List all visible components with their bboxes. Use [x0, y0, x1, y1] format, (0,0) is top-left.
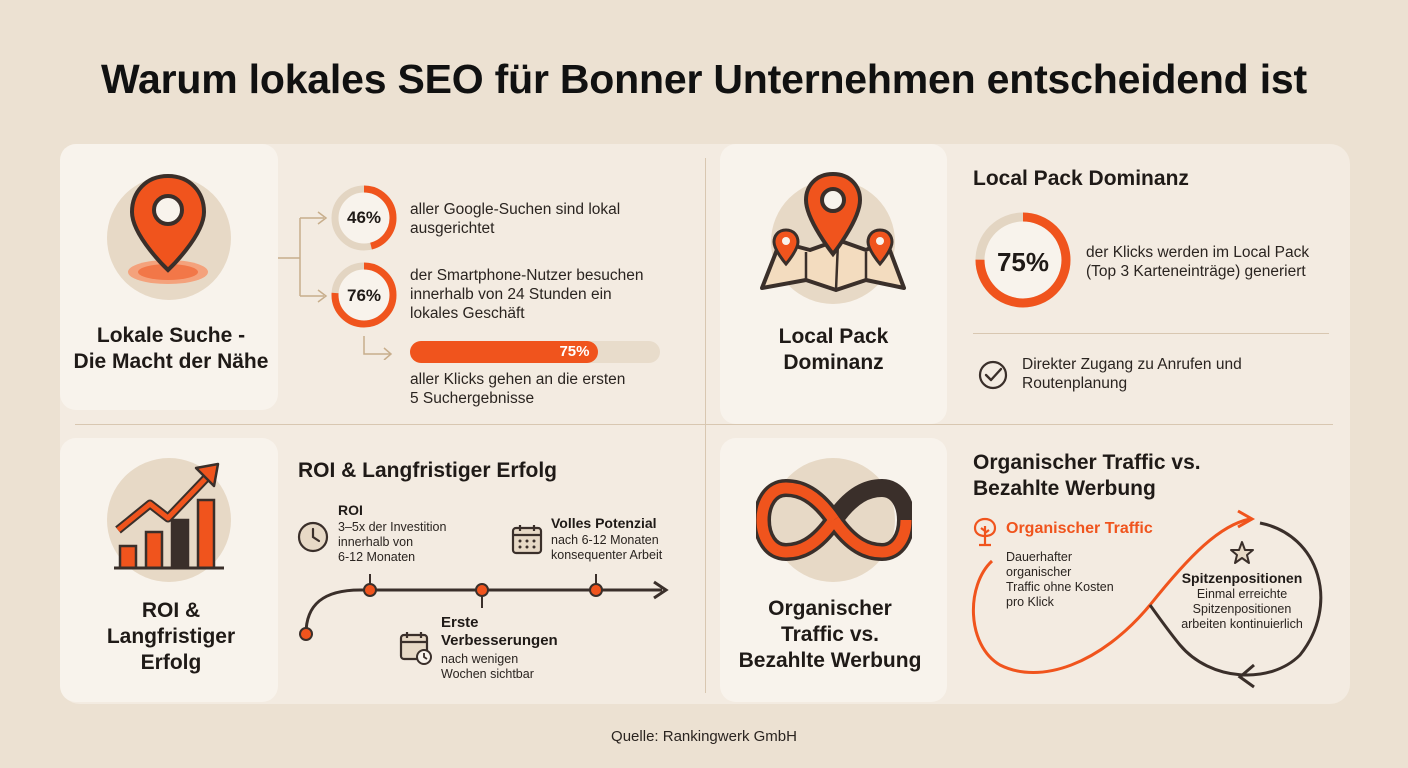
tree-icon [973, 517, 997, 547]
stat-text-76: der Smartphone-Nutzer besuchen innerhalb… [410, 267, 644, 322]
spitzen-text: Einmal erreichte Spitzenpositionen arbei… [1181, 587, 1303, 631]
ring-76 [331, 262, 397, 328]
local-pack-check-text: Direkter Zugang zu Anrufen und Routenpla… [1022, 356, 1242, 392]
map-pins-icon [760, 171, 906, 292]
source-note: Quelle: Rankingwerk GmbH [611, 728, 797, 745]
card-label-lokale-suche: Lokale Suche - Die Macht der Nähe [73, 324, 269, 373]
roi-title: ROI [338, 502, 363, 518]
stat-value-46: 46% [346, 208, 382, 227]
card-label-local-pack: Local Pack Dominanz [778, 325, 889, 374]
card-label-organisch: Organischer Traffic vs. Bezahlte Werbung [738, 597, 922, 672]
local-pack-divider [973, 333, 1329, 334]
connector-lines [278, 211, 328, 303]
roi-text: 3–5x der Investition innerhalb von 6-12 … [338, 520, 447, 564]
progress-bar-value: 75% [559, 343, 590, 360]
ring-local-pack [975, 212, 1071, 308]
local-pack-heading: Local Pack Dominanz [973, 167, 1189, 190]
ring-46 [331, 185, 397, 251]
erste-title: Erste Verbesserungen [441, 614, 558, 649]
roi-timeline [299, 574, 669, 641]
bar-text: aller Klicks gehen an die ersten 5 Suche… [410, 371, 626, 407]
connector-bar [363, 336, 393, 360]
progress-bar-fill: 75% [410, 341, 598, 363]
calendar-clock-icon [399, 632, 432, 665]
organisch-heading: Organischer Traffic vs. Bezahlte Werbung [973, 451, 1201, 500]
page-title: Warum lokales SEO für Bonner Unternehmen… [101, 56, 1307, 102]
growth-chart-icon [114, 462, 224, 570]
infinity-icon [756, 478, 912, 562]
organisch-loop-diagram [972, 509, 1323, 689]
erste-text: nach wenigen Wochen sichtbar [441, 652, 534, 681]
local-pack-value: 75% [996, 247, 1050, 277]
traffic-title: Organischer Traffic [1006, 520, 1153, 537]
roi-heading: ROI & Langfristiger Erfolg [298, 459, 558, 482]
stat-text-46: aller Google-Suchen sind lokal ausgerich… [410, 201, 621, 237]
check-circle-icon [978, 360, 1008, 390]
potenzial-title: Volles Potenzial [551, 515, 657, 531]
location-pin-icon [128, 173, 208, 284]
calendar-icon [511, 525, 543, 555]
potenzial-text: nach 6-12 Monaten konsequenter Arbeit [551, 533, 663, 562]
local-pack-text: der Klicks werden im Local Pack (Top 3 K… [1086, 244, 1310, 280]
spitzen-title: Spitzenpositionen [1181, 570, 1303, 586]
horizontal-divider [75, 424, 1333, 425]
vertical-divider [705, 158, 706, 693]
clock-icon [297, 521, 329, 553]
star-icon [1230, 541, 1254, 564]
traffic-text: Dauerhafter organischer Traffic ohne Kos… [1006, 550, 1114, 609]
card-label-roi: ROI & Langfristiger Erfolg [106, 599, 236, 674]
progress-bar: 75% [410, 341, 660, 363]
stat-value-76: 76% [346, 286, 382, 305]
